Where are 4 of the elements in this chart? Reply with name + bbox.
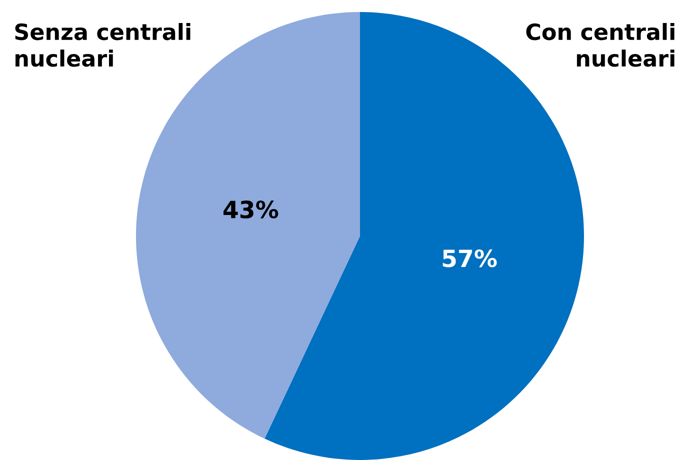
- slice-label: Con centrali nucleari: [526, 23, 674, 67]
- slice-label: Senza centrali nucleari: [15, 23, 190, 67]
- data-label: 57%: [442, 249, 497, 268]
- data-label: 43%: [224, 200, 278, 218]
